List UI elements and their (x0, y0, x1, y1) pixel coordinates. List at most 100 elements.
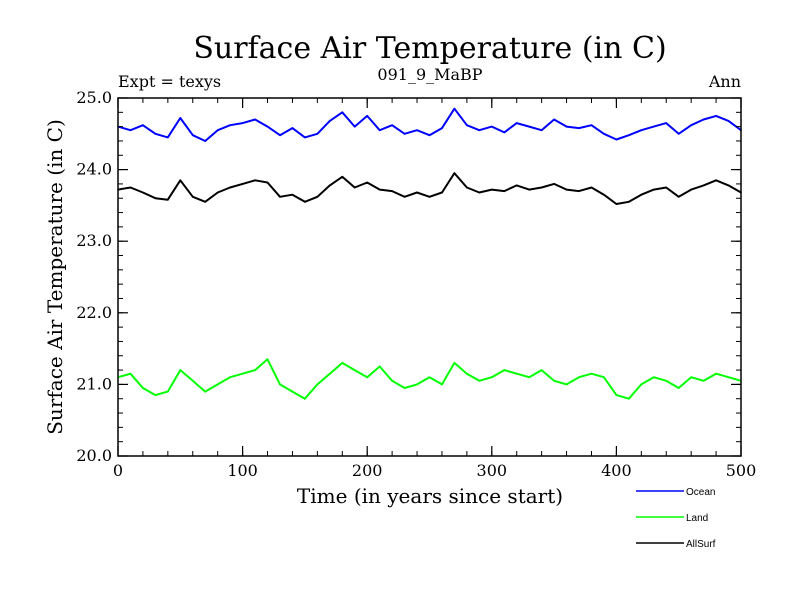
data-point-land (279, 383, 281, 386)
data-point-allsurf (515, 184, 518, 187)
data-point-land (428, 376, 431, 379)
legend-label-ocean: Ocean (686, 487, 715, 498)
data-point-ocean (702, 118, 705, 121)
data-point-ocean (553, 118, 555, 121)
data-point-allsurf (254, 179, 256, 182)
data-point-ocean (378, 129, 381, 132)
data-point-allsurf (690, 188, 692, 191)
x-axis-label: Time (in years since start) (297, 484, 563, 508)
data-point-land (491, 376, 493, 379)
data-point-ocean (142, 124, 144, 127)
data-point-allsurf (441, 191, 443, 194)
data-point-allsurf (503, 190, 506, 192)
data-point-land (553, 380, 555, 382)
data-point-ocean (341, 111, 344, 114)
data-point-ocean (515, 122, 518, 124)
data-point-ocean (428, 134, 431, 137)
data-point-allsurf (341, 175, 344, 178)
data-point-land (640, 383, 643, 386)
data-point-allsurf (640, 193, 643, 196)
plot-frame (117, 97, 742, 457)
data-point-allsurf (167, 198, 169, 201)
x-tick-label: 400 (601, 461, 632, 480)
data-point-allsurf (553, 183, 555, 185)
data-point-ocean (216, 129, 219, 132)
data-point-allsurf (652, 188, 655, 191)
data-point-ocean (590, 124, 593, 127)
data-point-land (378, 365, 381, 368)
data-point-ocean (254, 118, 256, 121)
data-point-ocean (229, 124, 231, 127)
data-point-ocean (167, 136, 169, 139)
data-point-allsurf (677, 196, 680, 198)
data-point-ocean (453, 107, 456, 110)
data-point-ocean (129, 129, 132, 132)
data-point-land (665, 380, 668, 382)
data-point-ocean (578, 127, 580, 129)
data-point-land (677, 387, 680, 389)
data-point-land (615, 394, 618, 396)
data-point-land (316, 383, 319, 386)
data-point-allsurf (416, 191, 418, 194)
data-point-land (241, 372, 244, 375)
data-point-allsurf (279, 196, 281, 198)
data-point-allsurf (316, 196, 319, 198)
y-tick-label: 23.0 (76, 231, 112, 250)
data-point-ocean (316, 133, 319, 135)
data-point-ocean (416, 129, 418, 132)
data-point-allsurf (129, 186, 132, 189)
data-point-allsurf (229, 186, 231, 189)
period-label: Ann (708, 72, 741, 91)
data-point-ocean (491, 125, 493, 128)
data-point-allsurf (142, 191, 144, 194)
data-point-land (391, 380, 393, 382)
data-point-ocean (441, 127, 443, 129)
data-point-ocean (727, 120, 730, 122)
data-point-land (154, 394, 157, 396)
data-point-allsurf (466, 186, 468, 189)
data-point-land (366, 376, 369, 379)
data-point-land (167, 390, 169, 393)
data-point-ocean (279, 134, 281, 137)
data-point-land (179, 369, 182, 371)
data-point-land (603, 376, 605, 379)
x-tick-label: 300 (477, 461, 508, 480)
data-point-land (291, 390, 294, 393)
data-point-land (266, 358, 269, 361)
data-point-land (329, 372, 331, 375)
y-tick-label: 21.0 (76, 374, 112, 393)
data-point-land (715, 372, 717, 375)
x-tick-label: 100 (227, 461, 258, 480)
data-point-land (216, 383, 219, 386)
data-point-ocean (478, 129, 481, 132)
data-point-land (515, 372, 518, 375)
data-point-land (254, 369, 256, 371)
data-point-land (142, 387, 144, 389)
y-tick-label: 22.0 (76, 303, 112, 322)
data-point-allsurf (291, 193, 294, 196)
data-point-land (353, 369, 356, 371)
data-point-ocean (353, 125, 356, 128)
experiment-label: Expt = texys (118, 72, 221, 91)
data-point-ocean (204, 140, 207, 142)
data-point-ocean (628, 134, 630, 137)
data-point-land (403, 387, 406, 389)
data-point-ocean (291, 127, 294, 129)
data-point-ocean (403, 133, 406, 135)
data-point-land (702, 380, 705, 382)
data-point-allsurf (578, 190, 580, 192)
data-point-allsurf (366, 181, 369, 184)
data-point-ocean (528, 125, 530, 128)
series-line-land (117, 358, 742, 400)
data-point-allsurf (603, 193, 605, 196)
data-point-land (441, 383, 443, 386)
data-point-allsurf (590, 186, 593, 189)
x-tick-label: 200 (352, 461, 383, 480)
data-point-allsurf (628, 201, 630, 203)
legend: Ocean Land AllSurf (636, 487, 716, 550)
data-point-land (590, 372, 593, 375)
data-point-ocean (266, 125, 269, 128)
x-axis: 0 100 200 300 400 500 (113, 98, 756, 480)
data-point-allsurf (540, 186, 543, 189)
